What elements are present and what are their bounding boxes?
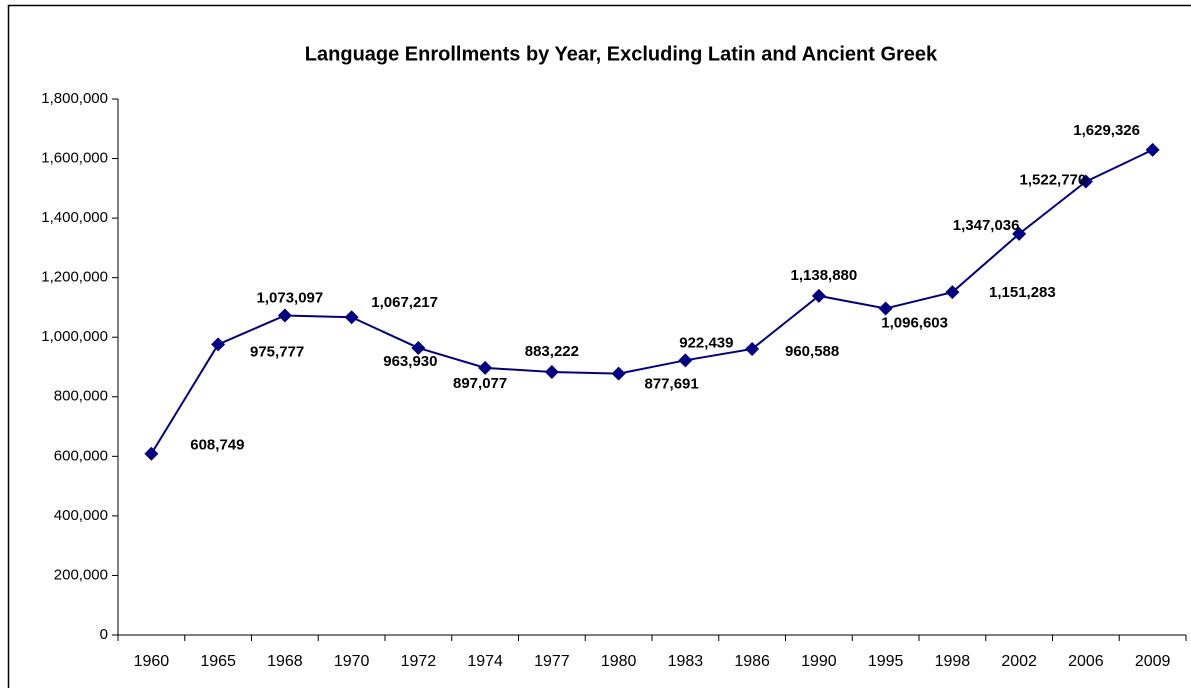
x-tick-label: 1965 xyxy=(200,653,236,670)
marker xyxy=(878,301,893,316)
data-label: 608,749 xyxy=(190,437,244,454)
data-label: 897,077 xyxy=(453,375,507,392)
y-tick-label: 400,000 xyxy=(54,507,108,524)
chart-frame xyxy=(7,4,1191,688)
y-tick-label: 1,200,000 xyxy=(41,269,108,286)
marker xyxy=(277,308,292,323)
y-tick-label: 1,000,000 xyxy=(41,328,108,345)
x-tick-label: 1972 xyxy=(401,653,437,670)
x-tick-label: 1995 xyxy=(868,653,904,670)
x-tick-label: 1983 xyxy=(668,653,704,670)
x-tick-label: 1968 xyxy=(267,653,303,670)
data-label: 1,522,770 xyxy=(1020,172,1087,189)
x-tick-label: 1960 xyxy=(134,653,170,670)
marker xyxy=(745,341,760,356)
x-tick-label: 1998 xyxy=(935,653,971,670)
x-tick-label: 1977 xyxy=(534,653,570,670)
marker xyxy=(678,353,693,368)
data-label: 1,067,217 xyxy=(371,294,438,311)
marker xyxy=(1012,226,1027,241)
marker xyxy=(544,364,559,379)
x-tick-label: 1970 xyxy=(334,653,370,670)
x-tick-label: 1986 xyxy=(734,653,770,670)
x-tick-label: 1990 xyxy=(801,653,837,670)
y-tick-label: 200,000 xyxy=(54,566,108,583)
data-label: 960,588 xyxy=(785,343,839,360)
data-label: 883,222 xyxy=(525,343,579,360)
data-label: 922,439 xyxy=(679,334,733,351)
y-tick-label: 800,000 xyxy=(54,388,108,405)
x-tick-label: 2006 xyxy=(1068,653,1104,670)
x-tick-label: 1974 xyxy=(467,653,503,670)
marker xyxy=(411,340,426,355)
marker xyxy=(945,285,960,300)
data-label: 1,096,603 xyxy=(881,314,948,331)
data-label: 1,629,326 xyxy=(1073,122,1140,139)
y-tick-label: 0 xyxy=(100,626,108,643)
marker xyxy=(344,310,359,325)
marker xyxy=(1145,142,1160,157)
marker xyxy=(811,288,826,303)
data-label: 963,930 xyxy=(383,353,437,370)
y-tick-label: 1,400,000 xyxy=(41,209,108,226)
marker xyxy=(1078,174,1093,189)
data-label: 1,151,283 xyxy=(989,284,1056,301)
marker xyxy=(611,366,626,381)
data-label: 1,073,097 xyxy=(257,289,324,306)
data-label: 975,777 xyxy=(250,343,304,360)
x-tick-label: 1980 xyxy=(601,653,637,670)
marker xyxy=(211,337,226,352)
y-tick-label: 1,800,000 xyxy=(41,90,108,107)
data-label: 1,138,880 xyxy=(791,267,858,284)
data-label: 1,347,036 xyxy=(953,217,1020,234)
x-tick-label: 2002 xyxy=(1001,653,1037,670)
y-tick-label: 600,000 xyxy=(54,447,108,464)
marker xyxy=(144,446,159,461)
marker xyxy=(478,360,493,375)
x-tick-label: 2009 xyxy=(1135,653,1171,670)
series-line xyxy=(150,148,1154,455)
chart-title: Language Enrollments by Year, Excluding … xyxy=(305,43,938,65)
y-tick-label: 1,600,000 xyxy=(41,150,108,167)
data-label: 877,691 xyxy=(645,376,699,393)
